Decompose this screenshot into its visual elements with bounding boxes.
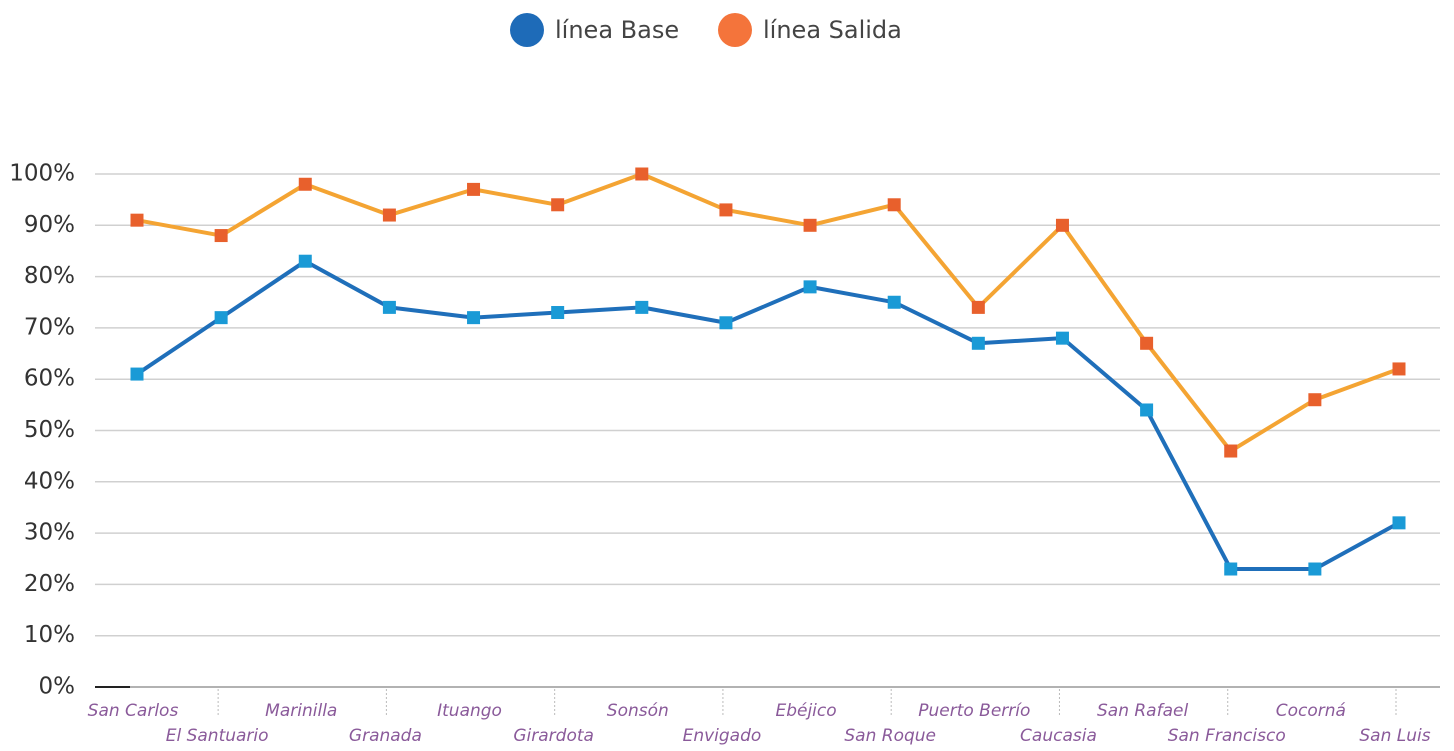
- y-tick-label: 60%: [24, 366, 75, 392]
- point: [971, 336, 985, 350]
- point: [635, 300, 649, 314]
- series-line: [136, 172, 1400, 454]
- x-tick-label: Marinilla: [265, 701, 337, 721]
- point: [214, 229, 228, 243]
- series-line: [135, 259, 1400, 572]
- point: [298, 177, 312, 191]
- x-tick-label: San Francisco: [1168, 726, 1286, 746]
- x-tick-label: Puerto Berrío: [918, 701, 1030, 721]
- x-tick-label: Caucasia: [1020, 726, 1097, 746]
- point: [1140, 336, 1154, 350]
- point: [467, 311, 481, 325]
- x-tick-label: San Roque: [844, 726, 936, 746]
- point: [1140, 403, 1154, 417]
- point: [467, 182, 481, 196]
- point: [971, 300, 985, 314]
- point: [551, 198, 565, 212]
- point: [1392, 362, 1406, 376]
- y-tick-label: 90%: [24, 212, 75, 238]
- point: [803, 280, 817, 294]
- point: [887, 198, 901, 212]
- y-tick-label: 50%: [24, 417, 75, 443]
- x-tick-label: Envigado: [683, 726, 762, 746]
- point: [382, 208, 396, 222]
- point: [382, 300, 396, 314]
- point: [298, 254, 312, 268]
- x-tick-label: San Rafael: [1097, 701, 1188, 721]
- y-tick-label: 70%: [24, 314, 75, 340]
- x-tick-label: Ituango: [437, 701, 502, 721]
- y-tick-label: 100%: [9, 161, 75, 187]
- x-tick-label: Girardota: [513, 726, 594, 746]
- x-tick-label: Ebéjico: [775, 701, 836, 721]
- point: [1308, 562, 1322, 576]
- point: [1055, 331, 1069, 345]
- x-tick-label: Granada: [349, 726, 422, 746]
- legend-label: línea Base: [555, 16, 679, 44]
- x-tick-label: Cocorná: [1276, 701, 1346, 721]
- point: [1392, 516, 1406, 530]
- x-tick-label: El Santuario: [166, 726, 269, 746]
- point: [1308, 393, 1322, 407]
- y-tick-label: 20%: [24, 571, 75, 597]
- x-tick-label: Sonsón: [607, 701, 669, 721]
- legend-swatch: [718, 13, 752, 47]
- y-tick-label: 10%: [24, 622, 75, 648]
- y-tick-label: 40%: [24, 468, 75, 494]
- legend-label: línea Salida: [763, 16, 902, 44]
- point: [1055, 218, 1069, 232]
- point: [551, 306, 565, 320]
- y-tick-label: 80%: [24, 263, 75, 289]
- point: [1224, 562, 1238, 576]
- point: [130, 213, 144, 227]
- point: [887, 295, 901, 309]
- point: [635, 167, 649, 181]
- point: [803, 218, 817, 232]
- x-tick-label: San Carlos: [88, 701, 179, 721]
- x-tick-label: San Luis: [1359, 726, 1430, 746]
- y-tick-label: 0%: [39, 674, 76, 700]
- point: [214, 311, 228, 325]
- point: [1224, 444, 1238, 458]
- point: [719, 203, 733, 217]
- point: [130, 367, 144, 381]
- legend-swatch: [510, 13, 544, 47]
- point: [719, 316, 733, 330]
- y-tick-label: 30%: [24, 520, 75, 546]
